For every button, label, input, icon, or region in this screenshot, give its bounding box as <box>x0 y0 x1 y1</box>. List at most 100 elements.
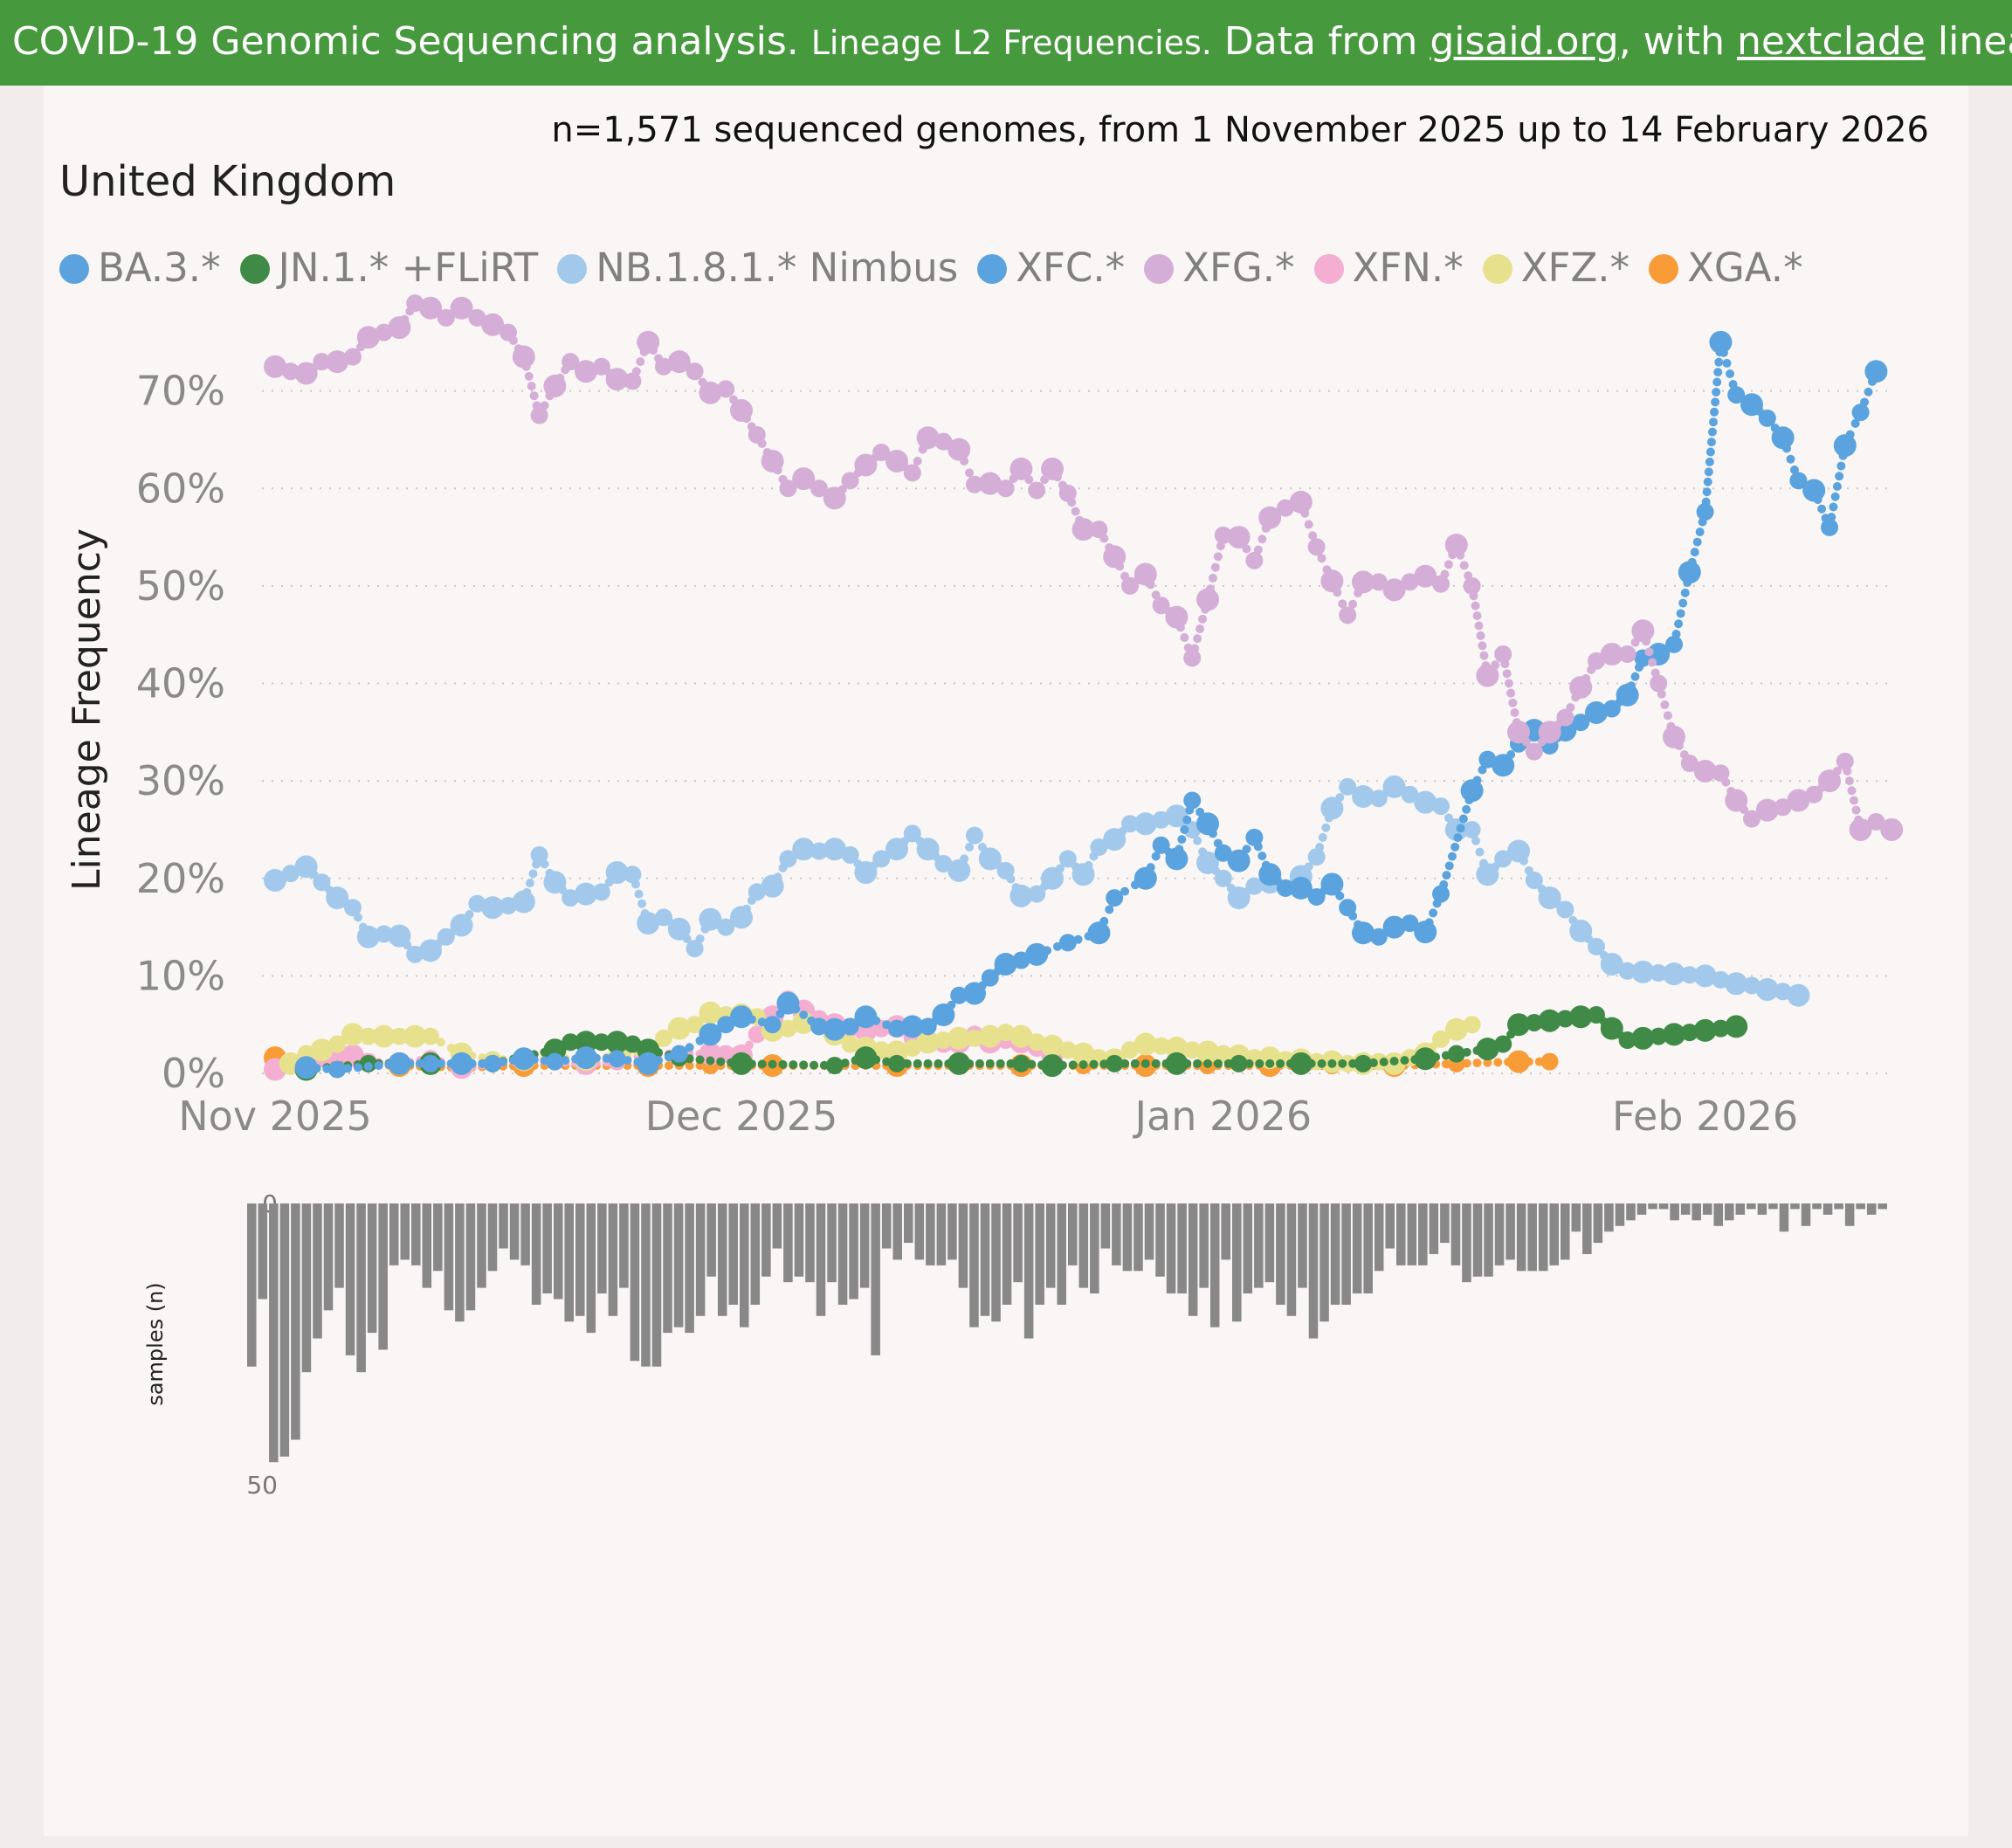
data-point <box>1339 606 1357 624</box>
data-point <box>776 991 800 1015</box>
trend-dot <box>1680 588 1690 597</box>
country-title: United Kingdom <box>59 157 396 206</box>
trend-dot <box>1710 407 1719 417</box>
sample-bar <box>750 1203 761 1305</box>
trend-dot <box>637 899 647 908</box>
y-tick-label: 20% <box>136 855 225 902</box>
data-point <box>761 449 784 472</box>
trend-dot <box>1704 467 1713 477</box>
sample-bar <box>1725 1203 1734 1221</box>
data-point <box>1538 1009 1561 1032</box>
data-point <box>1712 1019 1730 1038</box>
legend-item[interactable]: XFN.* <box>1313 245 1464 291</box>
legend-label: NB.1.8.1.* Nimbus <box>596 245 959 291</box>
data-point <box>1680 755 1698 773</box>
trend-dot <box>1308 531 1318 541</box>
trend-dot <box>1722 358 1732 368</box>
sample-bar <box>301 1203 312 1373</box>
data-point <box>1616 683 1639 707</box>
data-point <box>1771 426 1795 450</box>
data-point <box>1460 779 1484 803</box>
sample-bar <box>247 1203 257 1367</box>
sample-bar <box>1320 1203 1329 1322</box>
data-point <box>575 360 597 383</box>
data-point <box>903 464 921 482</box>
sample-bar <box>728 1203 738 1305</box>
sample-bar <box>783 1203 793 1283</box>
data-point <box>1320 872 1344 896</box>
sample-bar <box>1834 1203 1843 1210</box>
legend-item[interactable]: XGA.* <box>1649 245 1803 291</box>
banner-text: COVID-19 Genomic Sequencing analysis. Li… <box>12 17 2012 67</box>
trend-dot <box>1690 548 1699 557</box>
data-point <box>592 1033 610 1052</box>
data-point <box>1507 839 1530 863</box>
sample-bar <box>871 1203 880 1355</box>
data-point <box>1725 1015 1748 1038</box>
sample-bar <box>1276 1203 1285 1305</box>
sample-bar <box>1045 1203 1056 1288</box>
data-point <box>1352 784 1375 808</box>
data-point <box>699 907 722 931</box>
trend-dot <box>1713 368 1723 377</box>
title-banner: COVID-19 Genomic Sequencing analysis. Li… <box>0 0 2012 86</box>
sample-bar <box>323 1203 334 1311</box>
legend-item[interactable]: JN.1.* +FLiRT <box>239 245 538 291</box>
data-point <box>1755 798 1779 822</box>
trend-dot <box>1444 861 1454 871</box>
legend-item[interactable]: NB.1.8.1.* Nimbus <box>557 245 958 291</box>
y-tick-label: 50% <box>136 562 225 610</box>
trend-dot <box>1151 1058 1161 1068</box>
sample-bar <box>1188 1203 1198 1316</box>
trend-dot <box>1829 502 1838 512</box>
data-point <box>1444 817 1468 841</box>
trend-dot <box>1504 679 1513 688</box>
data-point <box>1444 1017 1468 1041</box>
data-point <box>1588 937 1605 955</box>
sample-bar <box>1702 1203 1712 1215</box>
sample-bar <box>859 1203 870 1288</box>
legend-label: XFC.* <box>1016 245 1126 291</box>
data-point <box>1444 533 1468 556</box>
legend-item[interactable]: XFC.* <box>977 245 1125 291</box>
sample-bar <box>1680 1203 1691 1215</box>
data-point <box>916 426 940 450</box>
data-point <box>359 1027 377 1045</box>
sample-bar <box>279 1203 290 1457</box>
data-point <box>1789 472 1808 490</box>
gisaid-link[interactable]: gisaid.org <box>1430 19 1619 64</box>
data-point <box>872 1041 891 1059</box>
trend-dot <box>1379 1057 1388 1066</box>
data-point <box>1414 1047 1437 1071</box>
data-point <box>624 372 642 390</box>
sample-bar <box>433 1203 443 1272</box>
sample-bar <box>1078 1203 1089 1288</box>
data-point <box>655 1029 672 1047</box>
sample-bar <box>619 1203 629 1288</box>
data-point <box>1401 914 1419 933</box>
trend-dot <box>1707 427 1717 437</box>
sample-bar <box>1658 1203 1669 1210</box>
legend-item[interactable]: XFG.* <box>1144 245 1295 291</box>
legend-item[interactable]: BA.3.* <box>59 245 221 291</box>
sample-bar <box>520 1203 530 1265</box>
data-point <box>562 353 580 371</box>
nextclade-link[interactable]: nextclade <box>1737 19 1926 64</box>
data-point <box>1058 934 1077 952</box>
trend-dot <box>527 382 536 391</box>
data-point <box>978 1024 1002 1048</box>
data-point <box>1354 1054 1372 1072</box>
data-point <box>1618 1031 1636 1050</box>
data-point <box>1476 664 1499 687</box>
trend-dot <box>1151 590 1161 600</box>
data-point <box>468 308 486 327</box>
data-point <box>344 899 362 917</box>
data-point <box>1588 652 1605 670</box>
trend-dot <box>695 1055 705 1065</box>
data-point <box>932 1003 955 1027</box>
legend-item[interactable]: XFZ.* <box>1482 245 1630 291</box>
trend-dot <box>1258 534 1267 544</box>
sample-bar <box>1626 1203 1636 1221</box>
data-point <box>978 847 1002 871</box>
sample-bar <box>477 1203 486 1288</box>
